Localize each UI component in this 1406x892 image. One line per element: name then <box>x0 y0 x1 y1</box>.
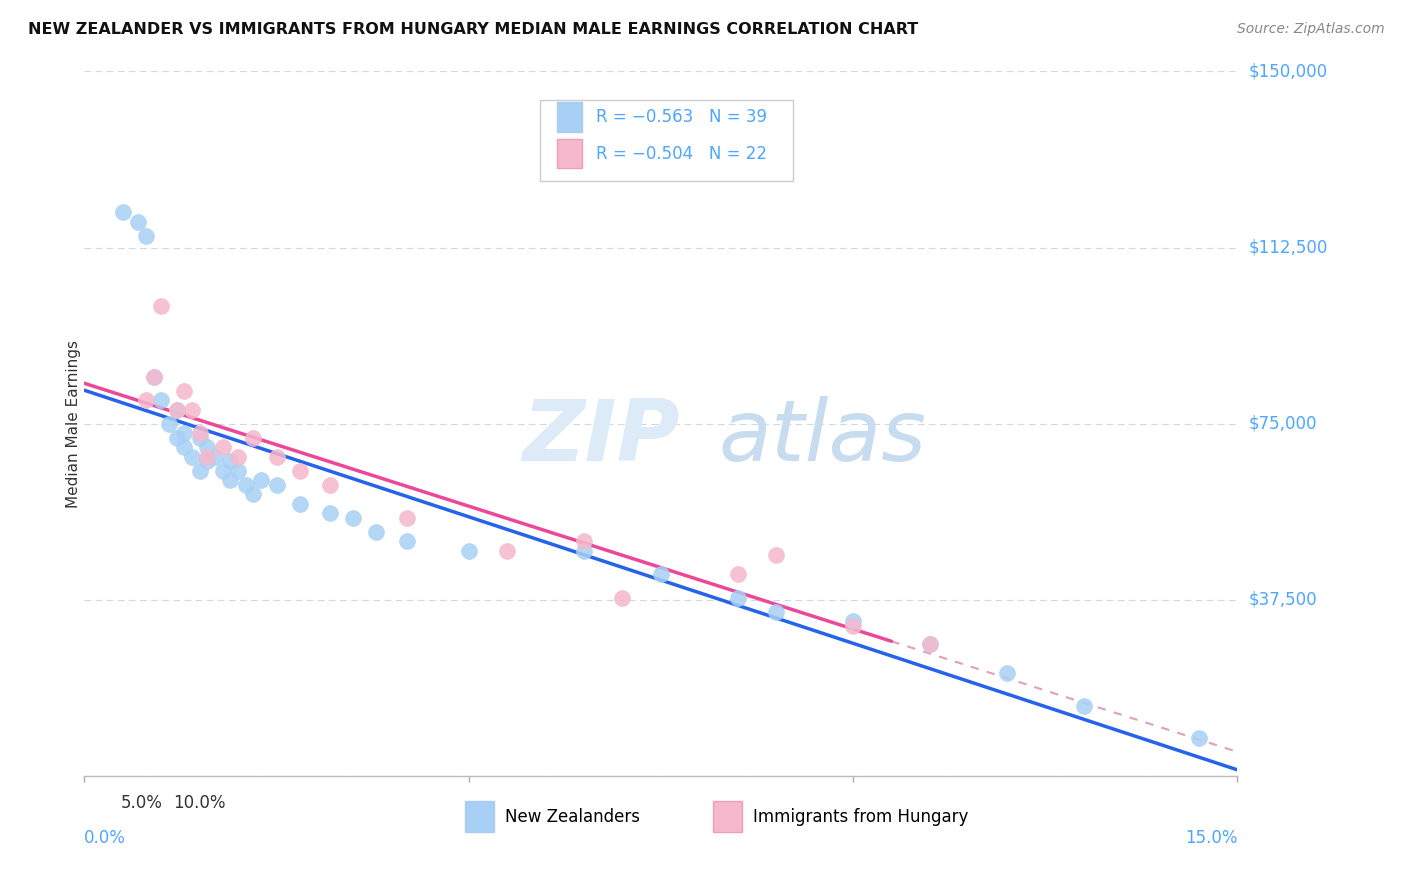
Point <box>211 440 233 454</box>
Point <box>396 534 419 549</box>
Point <box>250 473 273 487</box>
FancyBboxPatch shape <box>713 801 741 832</box>
Point <box>135 393 157 408</box>
Point <box>188 431 211 445</box>
Point <box>150 393 173 408</box>
Point <box>226 450 249 464</box>
Point <box>204 450 226 464</box>
Point <box>650 567 672 582</box>
Point <box>396 510 419 524</box>
Point <box>166 431 188 445</box>
Point <box>366 524 388 539</box>
Point <box>188 426 211 441</box>
FancyBboxPatch shape <box>465 801 494 832</box>
Point <box>219 473 242 487</box>
Text: ZIP: ZIP <box>523 396 681 479</box>
Text: Immigrants from Hungary: Immigrants from Hungary <box>754 807 969 826</box>
Point <box>727 567 749 582</box>
Text: 15.0%: 15.0% <box>1185 829 1237 847</box>
Point <box>765 605 787 619</box>
Point <box>226 464 249 478</box>
Text: 0.0%: 0.0% <box>84 829 127 847</box>
Text: $112,500: $112,500 <box>1249 238 1327 257</box>
Point <box>727 591 749 605</box>
Text: 10.0%: 10.0% <box>173 794 226 812</box>
Point <box>195 450 218 464</box>
Text: R = −0.504   N = 22: R = −0.504 N = 22 <box>596 145 768 162</box>
Point <box>612 591 634 605</box>
FancyBboxPatch shape <box>557 103 582 132</box>
Text: atlas: atlas <box>718 396 927 479</box>
Point <box>918 638 941 652</box>
Point <box>166 402 188 417</box>
Point <box>195 454 218 468</box>
Point <box>266 477 288 491</box>
Text: R = −0.563   N = 39: R = −0.563 N = 39 <box>596 108 768 126</box>
Point <box>135 228 157 243</box>
Point <box>188 464 211 478</box>
Point <box>219 454 242 468</box>
Point <box>142 369 165 384</box>
Point <box>150 299 173 313</box>
Point <box>288 497 311 511</box>
Point <box>918 638 941 652</box>
Point <box>842 614 865 628</box>
Point <box>181 402 204 417</box>
FancyBboxPatch shape <box>540 100 793 180</box>
Point <box>572 543 595 558</box>
Point <box>181 450 204 464</box>
Text: $37,500: $37,500 <box>1249 591 1317 609</box>
Point <box>842 618 865 632</box>
Point <box>266 450 288 464</box>
Point <box>173 440 195 454</box>
Point <box>142 369 165 384</box>
Point <box>319 477 342 491</box>
Point <box>157 417 180 431</box>
Point <box>242 431 264 445</box>
Point <box>496 543 519 558</box>
Point <box>111 205 134 219</box>
Point <box>319 506 342 520</box>
Text: New Zealanders: New Zealanders <box>505 807 640 826</box>
FancyBboxPatch shape <box>557 139 582 169</box>
Point <box>1188 731 1211 746</box>
Point <box>166 402 188 417</box>
Point <box>1073 698 1095 713</box>
Point <box>173 384 195 398</box>
Point <box>173 426 195 441</box>
Text: $75,000: $75,000 <box>1249 415 1317 433</box>
Point <box>995 665 1018 680</box>
Text: 5.0%: 5.0% <box>121 794 163 812</box>
Point <box>457 543 479 558</box>
Point <box>765 548 787 562</box>
Text: Source: ZipAtlas.com: Source: ZipAtlas.com <box>1237 22 1385 37</box>
Point <box>195 440 218 454</box>
Point <box>127 215 149 229</box>
Point <box>572 534 595 549</box>
Point <box>342 510 364 524</box>
Point <box>242 487 264 501</box>
Point <box>211 464 233 478</box>
Text: NEW ZEALANDER VS IMMIGRANTS FROM HUNGARY MEDIAN MALE EARNINGS CORRELATION CHART: NEW ZEALANDER VS IMMIGRANTS FROM HUNGARY… <box>28 22 918 37</box>
Y-axis label: Median Male Earnings: Median Male Earnings <box>66 340 80 508</box>
Text: $150,000: $150,000 <box>1249 62 1327 80</box>
Point <box>235 477 257 491</box>
Point <box>288 464 311 478</box>
